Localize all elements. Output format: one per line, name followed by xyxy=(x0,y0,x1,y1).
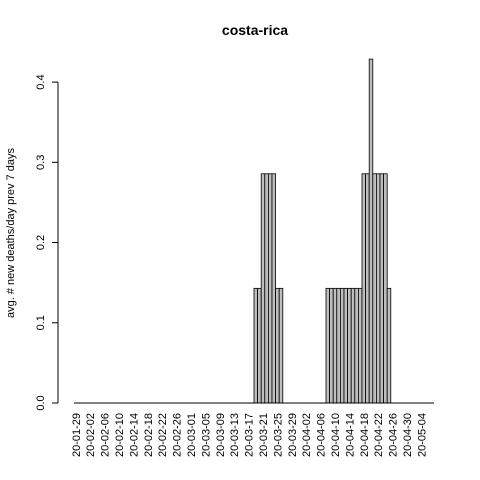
y-tick-label: 0.1 xyxy=(35,315,47,330)
bar xyxy=(265,174,269,403)
x-tick-label: 20-03-01 xyxy=(186,413,198,457)
y-tick-label: 0.0 xyxy=(35,395,47,410)
x-tick-label: 20-04-14 xyxy=(344,413,356,457)
bar xyxy=(276,288,280,403)
y-tick-label: 0.3 xyxy=(35,155,47,170)
x-tick-label: 20-04-02 xyxy=(301,413,313,457)
bar xyxy=(337,288,341,403)
x-tick-label: 20-03-05 xyxy=(200,413,212,457)
y-axis-label: avg. # new deaths/day prev 7 days xyxy=(5,148,17,318)
x-tick-label: 20-03-29 xyxy=(287,413,299,457)
x-tick-label: 20-03-09 xyxy=(215,413,227,457)
bar xyxy=(384,174,388,403)
x-tick-label: 20-04-06 xyxy=(316,413,328,457)
bar xyxy=(380,174,384,403)
bar xyxy=(376,174,380,403)
bar xyxy=(268,174,272,403)
y-axis: 0.0 0.1 0.2 0.3 0.4 xyxy=(35,74,58,410)
x-tick-label: 20-02-14 xyxy=(128,413,140,457)
x-tick-label: 20-03-17 xyxy=(244,413,256,457)
bar xyxy=(344,288,348,403)
bar xyxy=(272,174,276,403)
bar xyxy=(387,288,391,403)
bar xyxy=(362,174,366,403)
bar xyxy=(326,288,330,403)
bar xyxy=(330,288,334,403)
bar xyxy=(340,288,344,403)
bar xyxy=(254,288,258,403)
chart-title: costa-rica xyxy=(222,22,288,38)
x-tick-label: 20-01-29 xyxy=(71,413,83,457)
x-tick-label: 20-04-22 xyxy=(373,413,385,457)
bar xyxy=(355,288,359,403)
x-tick-label: 20-02-22 xyxy=(157,413,169,457)
x-tick-label: 20-04-30 xyxy=(402,413,414,457)
bar xyxy=(279,288,283,403)
x-tick-label: 20-04-26 xyxy=(388,413,400,457)
y-tick-label: 0.4 xyxy=(35,74,47,89)
bar xyxy=(351,288,355,403)
bar xyxy=(366,174,370,403)
x-tick-label: 20-02-18 xyxy=(143,413,155,457)
bar xyxy=(358,288,362,403)
x-axis: 20-01-29 20-02-02 20-02-06 20-02-10 20-02-14… xyxy=(71,403,434,457)
x-tick-label: 20-03-13 xyxy=(229,413,241,457)
x-tick-label: 20-02-26 xyxy=(172,413,184,457)
bar xyxy=(348,288,352,403)
bar xyxy=(373,174,377,403)
bars xyxy=(254,59,391,403)
bar xyxy=(333,288,337,403)
bar xyxy=(261,174,265,403)
x-tick-label: 20-03-25 xyxy=(272,413,284,457)
x-tick-label: 20-03-21 xyxy=(258,413,270,457)
x-tick-label: 20-05-04 xyxy=(416,413,428,457)
x-tick-label: 20-04-10 xyxy=(330,413,342,457)
y-tick-label: 0.2 xyxy=(35,235,47,250)
bar xyxy=(369,59,373,403)
x-tick-label: 20-02-10 xyxy=(114,413,126,457)
x-tick-label: 20-02-06 xyxy=(100,413,112,457)
x-tick-label: 20-02-02 xyxy=(85,413,97,457)
bar xyxy=(258,288,262,403)
x-tick-label: 20-04-18 xyxy=(359,413,371,457)
